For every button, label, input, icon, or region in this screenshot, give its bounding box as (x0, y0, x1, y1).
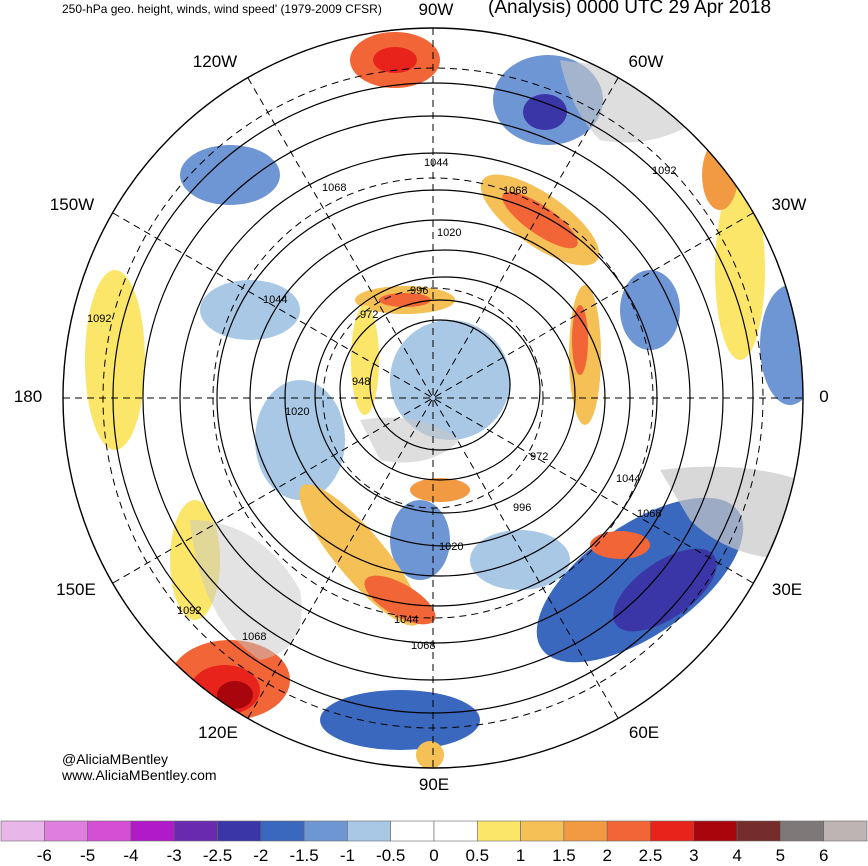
contour-label: 1020 (437, 227, 461, 239)
meridians (63, 28, 803, 768)
lon-label-120w: 120W (192, 52, 238, 71)
contour-label: 1068 (503, 185, 527, 197)
lon-label-30w: 30W (771, 195, 807, 214)
credit-website: www.AliciaMBentley.com (62, 767, 217, 783)
colorbar-swatch (260, 820, 305, 842)
colorbar-tick-label: 1.5 (552, 846, 576, 865)
contour-label: 1092 (87, 313, 111, 325)
contour-label: 996 (410, 285, 428, 297)
lon-label-150e: 150E (56, 580, 96, 599)
contour-label: 1068 (637, 508, 661, 520)
colorbar-swatch (130, 820, 175, 842)
lon-label-120e: 120E (198, 723, 238, 742)
credit-handle: @AliciaMBentley (62, 751, 169, 767)
colorbar-swatch (823, 820, 868, 842)
contour-label: 1068 (242, 631, 266, 643)
colorbar-swatch (780, 820, 825, 842)
colorbar-tick-label: -1 (339, 846, 355, 865)
colorbar-tick-label: 6 (818, 846, 829, 865)
colorbar-tick-label: -6 (36, 846, 52, 865)
colorbar-tick-label: 4 (732, 846, 742, 865)
colorbar-swatch (476, 820, 521, 842)
analysis-time: (Analysis) 0000 UTC 29 Apr 2018 (488, 0, 772, 18)
lon-label-90e: 90E (418, 775, 450, 794)
contour-label: 1068 (322, 182, 346, 194)
colorbar-tick-label: 0 (429, 846, 439, 865)
colorbar-tick-label: 2.5 (638, 846, 663, 865)
colorbar-tick-label: 5 (775, 846, 786, 865)
colorbar-tick-label: 3 (689, 846, 699, 865)
colorbar-tick-label: -0.5 (376, 846, 406, 865)
contour-label: 1092 (177, 605, 201, 617)
colorbar-swatch (650, 820, 695, 842)
lon-label-60e: 60E (628, 723, 660, 742)
colorbar-swatch (347, 820, 391, 842)
contour-label: 1044 (394, 614, 418, 626)
contour-label: 948 (352, 376, 370, 388)
contour-label-group: 1044 1068 1092 1068 1020 1044 996 972 94… (87, 157, 676, 652)
contour-label: 996 (513, 502, 531, 514)
map-border (62, 27, 804, 769)
colorbar-swatch (736, 820, 781, 842)
contour-label: 1044 (263, 294, 287, 306)
colorbar-swatch (563, 820, 608, 842)
colorbar-swatch (0, 820, 45, 842)
contour-label: 1092 (652, 165, 676, 177)
polar-map: 1044 1068 1092 1068 1020 1044 996 972 94… (62, 27, 804, 769)
contour-label: 1044 (424, 157, 448, 169)
colorbar-tick-label: 2 (602, 846, 612, 865)
colorbar-swatch (693, 820, 738, 842)
colorbar-swatch (217, 820, 262, 842)
colorbar-tick-label: -1.5 (289, 846, 319, 865)
colorbar-swatch (87, 820, 132, 842)
colorbar-swatch (433, 820, 478, 842)
lon-label-0: 0 (819, 387, 829, 406)
colorbar (0, 820, 868, 842)
colorbar-tick-label: -3 (166, 846, 182, 865)
colorbar-tick-label: -4 (123, 846, 139, 865)
colorbar-swatch (303, 820, 348, 842)
contour-label: 972 (360, 309, 378, 321)
lon-label-180: 180 (13, 387, 43, 406)
colorbar-tick-label: -2.5 (202, 846, 233, 865)
contour-label: 972 (530, 451, 548, 463)
lon-label-150w: 150W (49, 195, 95, 214)
lon-label-60w: 60W (628, 52, 664, 71)
contour-label: 1020 (285, 406, 309, 418)
lon-label-90w: 90W (418, 0, 454, 19)
colorbar-tick-label: -5 (80, 846, 96, 865)
lon-label-30e: 30E (771, 580, 803, 599)
contour-label: 1044 (616, 473, 640, 485)
colorbar-swatch (390, 820, 435, 842)
colorbar-tick-label: -2 (253, 846, 269, 865)
colorbar-swatch (43, 820, 88, 842)
contour-label: 1020 (439, 541, 463, 553)
map-title: 250-hPa geo. height, winds, wind speed' … (62, 2, 382, 16)
colorbar-swatch (173, 820, 218, 842)
colorbar-tick-label: 0.5 (465, 846, 490, 865)
contour-label: 1068 (411, 640, 435, 652)
colorbar-swatch (520, 820, 565, 842)
colorbar-swatch (606, 820, 651, 842)
colorbar-tick-label: 1 (515, 846, 526, 865)
